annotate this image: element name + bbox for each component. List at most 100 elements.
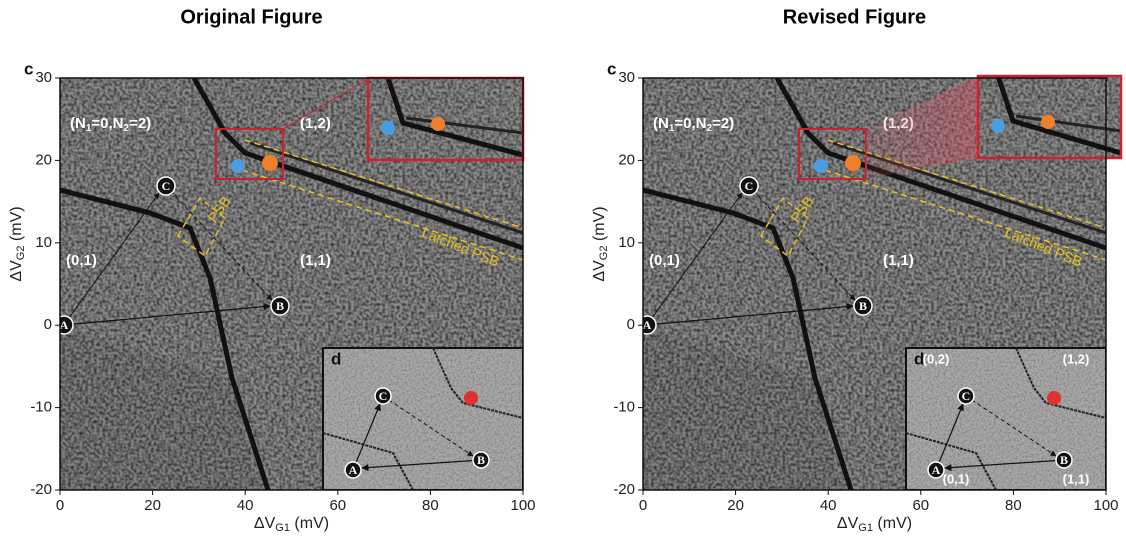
x-tick-label: 100: [510, 497, 535, 514]
x-tick-label: 20: [727, 497, 744, 514]
transition-line: [249, 141, 523, 235]
x-tick-label: 20: [144, 497, 161, 514]
dot-orange: [1041, 115, 1055, 129]
inset-region-label: (0,2): [923, 351, 950, 366]
panel-letter: d: [331, 349, 341, 368]
y-axis-label: ΔVG2 (mV): [8, 206, 27, 281]
y-axis-label-main: ΔV: [8, 260, 25, 282]
region-label-part: =0,N: [674, 115, 706, 132]
arrow: [361, 459, 482, 472]
region-label-part: (N: [70, 115, 86, 132]
region-label: (N1=0,N2=2): [70, 115, 151, 134]
point-label: C: [162, 179, 171, 193]
y-axis-label-sub: G2: [15, 246, 27, 261]
plot-frame: [59, 77, 524, 491]
x-axis-label: ΔVG1 (mV): [254, 515, 329, 534]
region-label: (1,1): [883, 252, 914, 269]
dot-orange: [262, 155, 278, 171]
y-tick-label: -20: [30, 481, 52, 498]
point-marker: [957, 387, 975, 405]
point-marker: [643, 315, 657, 335]
point-marker: [853, 296, 873, 316]
zoom-line: [405, 116, 524, 135]
panel-letter: d: [914, 349, 924, 368]
dot-red: [464, 391, 478, 405]
point-label: A: [932, 463, 941, 477]
region-label: (0,1): [649, 252, 680, 269]
point-label: B: [276, 299, 284, 313]
arrow: [944, 459, 1065, 472]
arrow: [646, 303, 854, 326]
x-tick-label: 40: [237, 497, 254, 514]
y-axis-label-sub: G2: [598, 246, 610, 261]
y-tick-label: 10: [618, 234, 635, 251]
y-axis-label-main: ΔV: [591, 260, 608, 282]
zoom-box: [215, 128, 284, 180]
inset-line: [905, 432, 997, 490]
region-label-part: 2: [124, 123, 130, 134]
x-tick-label: 80: [1005, 497, 1022, 514]
x-axis-label-main: ΔV: [837, 515, 859, 532]
inset-line: [1015, 347, 1106, 419]
point-marker: [156, 176, 176, 196]
point-marker: [927, 461, 945, 479]
y-tick-label: 0: [627, 316, 635, 333]
region-label-part: 2: [707, 123, 713, 134]
y-tick-label: -10: [613, 399, 635, 416]
dot-blue: [231, 159, 245, 173]
region-label: (N1=0,N2=2): [653, 115, 734, 134]
y-tick-label: 30: [35, 69, 52, 86]
dot-blue: [991, 119, 1005, 133]
x-tick-label: 60: [912, 497, 929, 514]
latched-band: [824, 139, 1106, 261]
transition-line: [191, 78, 523, 251]
point-marker: [60, 315, 74, 335]
y-tick-label: 0: [44, 316, 52, 333]
latched-band: [241, 139, 523, 261]
y-tick-label: -10: [30, 399, 52, 416]
x-tick-label: 100: [1093, 497, 1118, 514]
dot-red: [1047, 391, 1061, 405]
noisy-region: [643, 328, 843, 490]
region-label: (1,1): [300, 252, 331, 269]
dot-orange: [845, 155, 861, 171]
panel-letter: c: [24, 59, 33, 78]
psb-box: [177, 196, 226, 258]
y-axis-label-unit: (mV): [8, 206, 25, 245]
zoom-line: [385, 77, 524, 158]
arrow: [352, 403, 381, 471]
arrow: [935, 403, 964, 471]
zoom-line: [995, 75, 1122, 156]
point-label: A: [60, 318, 69, 332]
point-label: C: [379, 389, 388, 403]
point-label: C: [962, 389, 971, 403]
zoom-connector: [866, 76, 978, 179]
region-label-part: =2): [712, 115, 734, 132]
inset-region-label: (0,1): [943, 471, 970, 486]
inset-d: d A C B: [322, 347, 523, 490]
zoom-line: [1015, 114, 1122, 133]
point-label: B: [1060, 453, 1068, 467]
point-label: A: [643, 318, 652, 332]
panel-title: Original Figure: [180, 6, 322, 28]
region-label-part: =0,N: [91, 115, 123, 132]
x-axis-label-sub: G1: [275, 522, 290, 534]
region-label-part: =2): [129, 115, 151, 132]
point-marker: [739, 176, 759, 196]
arrow: [748, 185, 856, 301]
panel-title: Revised Figure: [783, 6, 926, 28]
panel-letter: c: [607, 59, 616, 78]
y-tick-label: 30: [618, 69, 635, 86]
arrow: [63, 303, 271, 326]
point-marker: [374, 387, 392, 405]
x-tick-label: 40: [820, 497, 837, 514]
y-tick-label: -20: [613, 481, 635, 498]
zoom-connector: [282, 78, 371, 130]
point-label: B: [477, 453, 485, 467]
dot-orange: [431, 117, 445, 131]
plot-frame: [642, 77, 1107, 491]
zoom-inset: [976, 74, 1123, 160]
x-axis-label: ΔVG1 (mV): [837, 515, 912, 534]
